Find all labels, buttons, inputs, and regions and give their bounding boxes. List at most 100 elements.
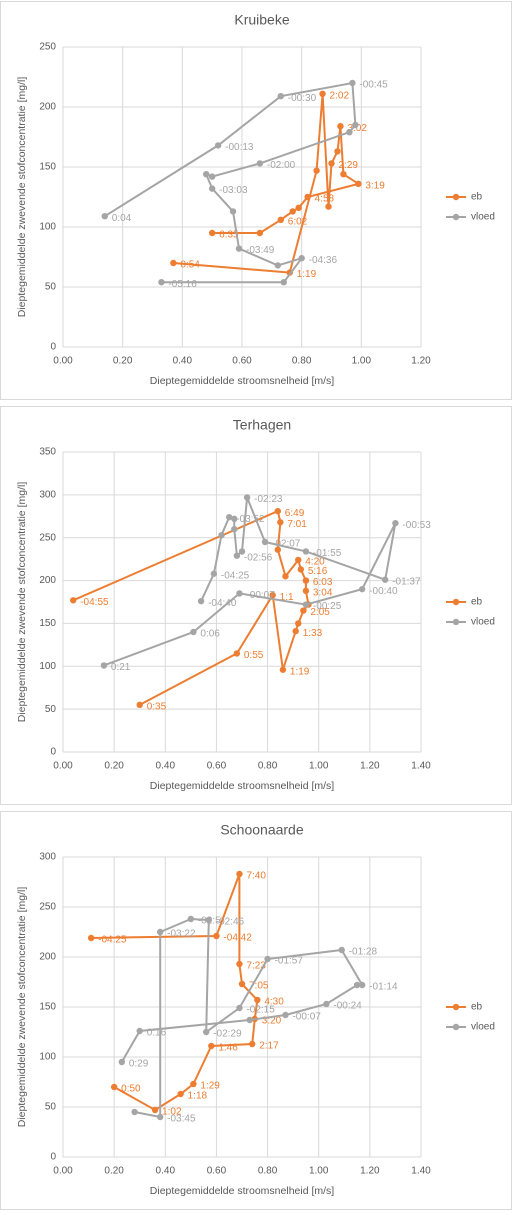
- data-point: [226, 513, 233, 521]
- data-point: [358, 585, 366, 593]
- point-label: 7:40: [246, 871, 266, 882]
- y-axis-label: Dieptegemiddelde zwevende stofconcentrat…: [16, 482, 28, 723]
- data-point: [70, 597, 77, 604]
- chart-panel: Schoonaarde 0.00 0.20 0.40 0.60 0.80 1.00 1.20 1…: [0, 811, 512, 1210]
- y-axis-label: Dieptegemiddelde zwevende stofconcentrat…: [16, 77, 28, 318]
- series-line: [173, 93, 361, 274]
- data-point: [231, 525, 238, 533]
- data-point: [100, 662, 108, 669]
- data-point: [353, 981, 361, 989]
- y-tick-label: 0: [50, 342, 56, 353]
- data-point: [256, 160, 264, 167]
- point-label: -00:07: [292, 1012, 321, 1023]
- legend-marker: [452, 618, 460, 626]
- y-tick-label: 100: [39, 222, 56, 233]
- point-label: 4:30: [264, 997, 284, 1008]
- series-line: [103, 497, 397, 667]
- data-point: [238, 548, 246, 555]
- data-point: [233, 650, 241, 657]
- data-point: [218, 531, 225, 539]
- x-tick-label: 0.40: [173, 356, 193, 367]
- x-tick-label: 0.80: [258, 761, 278, 772]
- data-point: [229, 208, 237, 215]
- data-point: [231, 515, 238, 523]
- point-label: -02:00: [267, 160, 296, 171]
- point-label: -02:46: [216, 917, 245, 928]
- data-point: [392, 519, 399, 527]
- x-axis-label: Dieptegemiddelde stroomsnelheid [m/s]: [150, 375, 335, 387]
- y-tick-label: 50: [45, 282, 57, 293]
- y-tick-label: 50: [45, 1102, 57, 1113]
- legend-marker: [452, 1003, 460, 1011]
- x-tick-label: 0.80: [258, 1166, 278, 1177]
- data-point: [346, 129, 353, 136]
- data-point: [208, 173, 216, 180]
- data-point: [208, 185, 216, 192]
- point-label: 4:58: [315, 194, 335, 205]
- data-point: [325, 203, 332, 210]
- data-point: [235, 245, 243, 252]
- data-point: [328, 160, 335, 167]
- point-label: 1:46: [218, 1043, 238, 1054]
- x-tick-label: 0.00: [53, 356, 73, 367]
- x-tick-label: 0.80: [292, 356, 312, 367]
- data-point: [295, 204, 302, 211]
- point-label: 4:20: [305, 557, 325, 568]
- x-axis-label: Dieptegemiddelde stroomsnelheid [m/s]: [150, 780, 335, 792]
- data-point: [277, 519, 284, 526]
- point-label: -04:25: [98, 935, 127, 946]
- point-label: 0:54: [180, 260, 200, 271]
- data-point: [274, 507, 281, 515]
- data-point: [236, 590, 243, 597]
- point-label: -01:37: [392, 576, 421, 587]
- panel-border: [0, 1, 512, 400]
- data-point: [236, 960, 243, 968]
- data-point: [156, 1113, 164, 1121]
- data-point: [349, 79, 356, 87]
- legend-marker: [452, 193, 460, 201]
- data-point: [340, 171, 347, 178]
- data-point: [280, 279, 287, 286]
- y-tick-label: 50: [45, 704, 57, 715]
- data-point: [274, 262, 281, 269]
- y-tick-label: 200: [39, 575, 56, 586]
- y-tick-label: 150: [39, 618, 56, 629]
- data-point: [282, 573, 289, 580]
- point-label: 1:29: [200, 1081, 220, 1092]
- point-label: 2:17: [259, 1041, 279, 1052]
- x-tick-label: 1.00: [352, 356, 372, 367]
- y-tick-label: 350: [39, 447, 56, 458]
- data-point: [156, 928, 164, 936]
- data-point: [355, 180, 362, 187]
- data-point: [334, 148, 341, 155]
- point-label: -00:13: [225, 142, 254, 153]
- data-point: [298, 255, 305, 262]
- y-tick-label: 100: [39, 661, 56, 672]
- legend-label: eb: [471, 192, 483, 203]
- data-point: [190, 1080, 197, 1088]
- point-label: 7:01: [287, 519, 307, 530]
- point-label: -00:30: [288, 93, 317, 104]
- data-point: [302, 601, 310, 608]
- data-point: [208, 229, 216, 237]
- data-point: [313, 167, 320, 174]
- point-label: 1:33: [303, 628, 323, 639]
- y-tick-label: 150: [39, 162, 56, 173]
- point-label: 0:04: [112, 213, 132, 224]
- point-label: -01:28: [349, 947, 378, 958]
- point-label: 2:02: [330, 90, 350, 101]
- point-label: -04:42: [223, 933, 252, 944]
- point-label: 1:18: [188, 1091, 208, 1102]
- data-point: [295, 620, 302, 627]
- data-point: [236, 1004, 243, 1012]
- x-tick-label: 0.60: [232, 356, 252, 367]
- data-point: [352, 121, 359, 129]
- data-point: [87, 934, 95, 942]
- x-tick-label: 0.40: [156, 761, 176, 772]
- data-point: [277, 216, 284, 223]
- point-label: 2:29: [339, 160, 359, 171]
- data-point: [210, 570, 218, 577]
- data-point: [297, 566, 305, 573]
- chart-title: Terhagen: [233, 417, 291, 433]
- chart-title: Kruibeke: [234, 12, 289, 28]
